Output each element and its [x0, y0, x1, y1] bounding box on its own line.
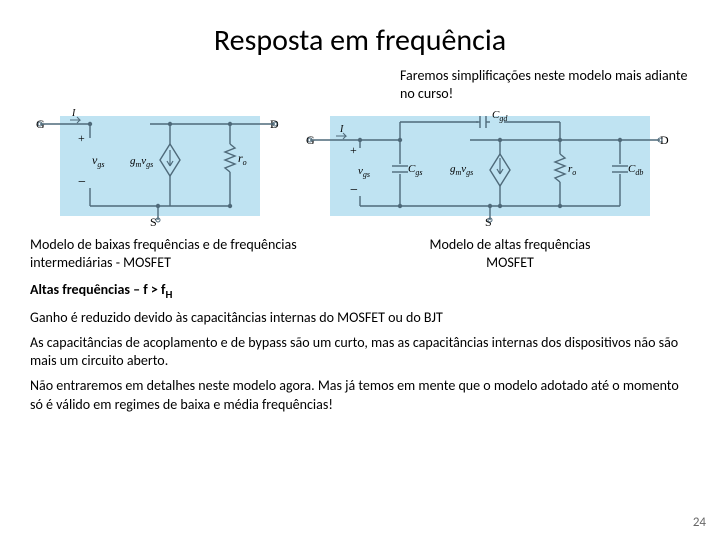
circuits-row: G D S I + − vgs: [30, 108, 690, 228]
gmvgs-gs-r: gs: [466, 168, 473, 177]
slide-title: Resposta em frequência: [30, 22, 690, 59]
nao-entraremos-line: Não entraremos em detalhes neste modelo …: [30, 377, 690, 415]
cgs-sub: gs: [415, 168, 422, 177]
cdb-sub: db: [635, 168, 643, 177]
vgs-sub: gs: [97, 160, 104, 169]
caption-high-freq-l2: MOSFET: [486, 254, 534, 271]
caption-high-freq: Modelo de altas frequências MOSFET: [330, 236, 690, 271]
ro-o-r: o: [572, 168, 576, 177]
page-number: 24: [693, 515, 706, 530]
capacitancias-line: As capacitâncias de acoplamento e de byp…: [30, 334, 690, 372]
caption-high-freq-l1: Modelo de altas frequências: [430, 236, 591, 253]
ganho-line: Ganho é reduzido devido às capacitâncias…: [30, 309, 690, 328]
vgs-plus-r: +: [350, 143, 357, 157]
terminal-s-label: S: [150, 215, 157, 228]
circuit-high-freq: G D S I + − vgs: [300, 108, 670, 228]
caption-low-freq: Modelo de baixas frequências e de frequê…: [30, 236, 330, 271]
altas-freq-sub: H: [165, 288, 172, 301]
ro-o: o: [243, 158, 247, 167]
altas-freq-text: Altas frequências – f > f: [30, 281, 165, 298]
current-i-label-r: I: [339, 124, 344, 135]
cgd-sub: gd: [499, 114, 508, 123]
terminal-d-label-r: D: [660, 133, 669, 147]
vgs-plus: +: [78, 131, 85, 145]
vgs-minus-r: −: [350, 183, 358, 198]
current-i-label: I: [71, 108, 76, 119]
altas-freq-line: Altas frequências – f > fH: [30, 281, 690, 303]
circuit-low-freq: G D S I + − vgs: [30, 108, 280, 228]
svg-text:Cgd: Cgd: [492, 109, 508, 123]
simplification-note: Faremos simplificações neste modelo mais…: [400, 67, 690, 102]
vgs-sub-r: gs: [363, 170, 370, 179]
gmvgs-gs: gs: [146, 160, 153, 169]
vgs-minus: −: [78, 175, 86, 190]
